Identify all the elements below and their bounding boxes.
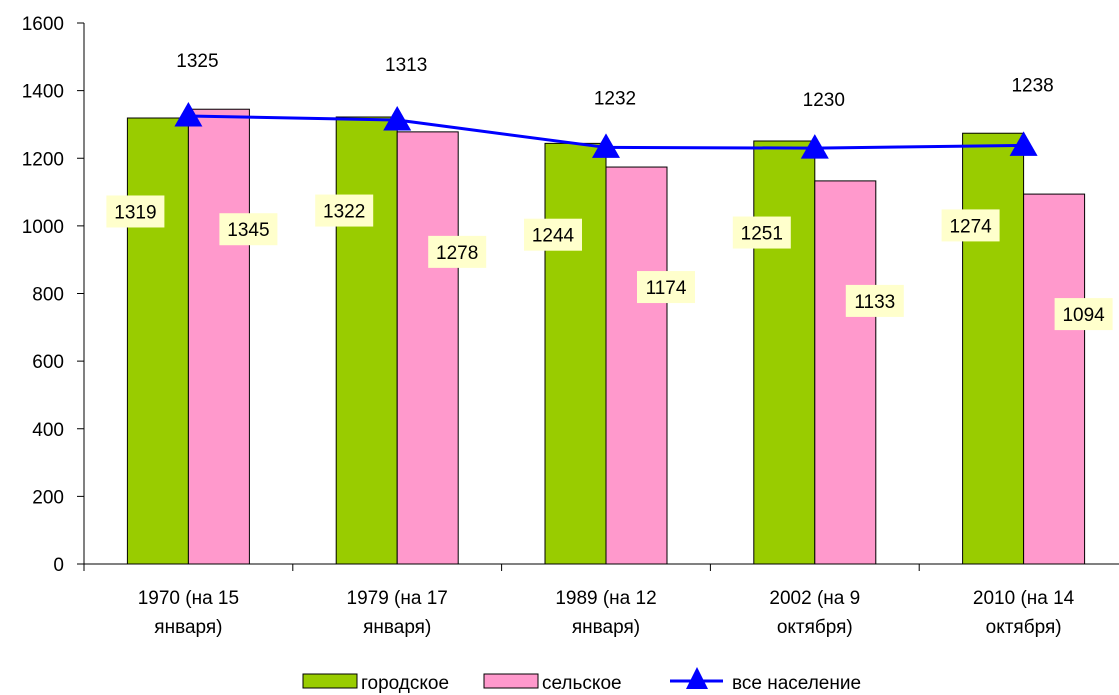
x-axis-ticks: 1970 (на 15 января)1979 (на 17 января)1989… bbox=[83, 564, 1075, 638]
total-data-label: 1238 bbox=[1011, 75, 1053, 96]
x-category-label-line: 1970 (на 15 bbox=[138, 588, 239, 609]
x-category-label-line: января) bbox=[363, 617, 431, 638]
x-category-label-line: января) bbox=[154, 617, 222, 638]
rural-data-label: 1133 bbox=[854, 292, 895, 313]
urban-data-label-bg bbox=[941, 209, 1000, 242]
legend-urban-label: городское bbox=[361, 673, 449, 694]
y-tick-label: 1000 bbox=[22, 217, 64, 238]
legend-total-marker bbox=[686, 667, 708, 689]
rural-data-label: 1094 bbox=[1062, 305, 1105, 326]
rural-data-label: 1174 bbox=[646, 278, 687, 299]
line-point-marker bbox=[383, 106, 412, 131]
urban-data-label: 1251 bbox=[741, 224, 783, 245]
y-axis-ticks: 0 200 400 600 800 1000 1200 1400 1600 bbox=[22, 14, 84, 576]
bar-rural bbox=[1023, 193, 1086, 565]
total-data-label: 1230 bbox=[803, 90, 845, 111]
total-data-label: 1325 bbox=[176, 51, 218, 72]
x-category-label: 1979 (на 17 января) bbox=[347, 588, 448, 638]
rural-data-label-bg bbox=[428, 235, 487, 268]
x-category-label: 2010 (на 14 октября) bbox=[973, 588, 1075, 638]
legend-total-label: все население bbox=[732, 673, 861, 694]
line-point-marker bbox=[1009, 131, 1038, 156]
x-category-label-line: октября) bbox=[777, 617, 853, 638]
x-category-label-line: октября) bbox=[986, 617, 1062, 638]
y-tick-label: 800 bbox=[32, 285, 64, 306]
x-category-label: 2002 (на 9 октября) bbox=[769, 588, 860, 638]
bar-rural bbox=[814, 180, 877, 565]
line-point-marker bbox=[800, 134, 829, 159]
line-point-marker bbox=[174, 101, 203, 127]
urban-data-label: 1319 bbox=[114, 202, 156, 223]
bars-layer bbox=[126, 108, 1086, 565]
rural-data-label: 1345 bbox=[227, 220, 269, 241]
rural-data-label: 1278 bbox=[436, 243, 478, 264]
legend-urban-swatch bbox=[302, 673, 358, 689]
y-tick-label: 200 bbox=[32, 487, 64, 508]
urban-data-label: 1274 bbox=[949, 216, 992, 237]
urban-data-label-bg bbox=[732, 216, 791, 249]
y-tick-label: 1400 bbox=[22, 82, 64, 103]
y-tick-label: 400 bbox=[32, 420, 64, 441]
x-category-label-line: 1989 (на 12 bbox=[555, 588, 656, 609]
rural-data-label-bg bbox=[219, 213, 278, 246]
bar-urban bbox=[335, 116, 398, 565]
data-labels-layer: 1319 1322 1244 1251 1274 1345 1278 1174 1133 1094… bbox=[106, 51, 1113, 331]
y-tick-label: 1600 bbox=[22, 14, 64, 35]
bar-urban bbox=[753, 140, 816, 565]
y-tick-label: 1200 bbox=[22, 149, 64, 170]
bar-rural bbox=[187, 108, 250, 565]
y-tick-label: 600 bbox=[32, 352, 64, 373]
bar-urban bbox=[544, 142, 607, 565]
rural-data-label-bg bbox=[845, 284, 904, 317]
bar-urban bbox=[962, 132, 1025, 565]
urban-data-label: 1322 bbox=[323, 202, 365, 223]
rural-data-label-bg bbox=[637, 271, 695, 304]
legend-rural-swatch bbox=[483, 673, 539, 689]
bar-rural bbox=[396, 131, 459, 565]
rural-data-label-bg bbox=[1054, 298, 1113, 331]
bar-urban bbox=[126, 117, 189, 565]
urban-data-label-bg bbox=[106, 195, 165, 228]
x-category-label: 1970 (на 15 января) bbox=[138, 588, 239, 638]
urban-data-label-bg bbox=[315, 194, 374, 227]
urban-data-label: 1244 bbox=[532, 226, 575, 247]
x-category-label-line: 2002 (на 9 bbox=[769, 588, 860, 609]
line-point-marker bbox=[592, 133, 620, 158]
line-series-layer bbox=[174, 101, 1038, 159]
legend-rural-label: сельское bbox=[542, 673, 622, 694]
bar-rural bbox=[605, 166, 668, 565]
x-category-label: 1989 (на 12 января) bbox=[555, 588, 656, 638]
x-category-label-line: января) bbox=[572, 617, 640, 638]
legend: городское сельское все население bbox=[302, 667, 861, 694]
y-tick-label: 0 bbox=[53, 555, 64, 576]
x-category-label-line: 2010 (на 14 bbox=[973, 588, 1075, 609]
total-data-label: 1313 bbox=[385, 55, 427, 76]
urban-data-label-bg bbox=[524, 218, 582, 251]
x-category-label-line: 1979 (на 17 bbox=[347, 588, 448, 609]
total-data-label: 1232 bbox=[594, 88, 636, 109]
